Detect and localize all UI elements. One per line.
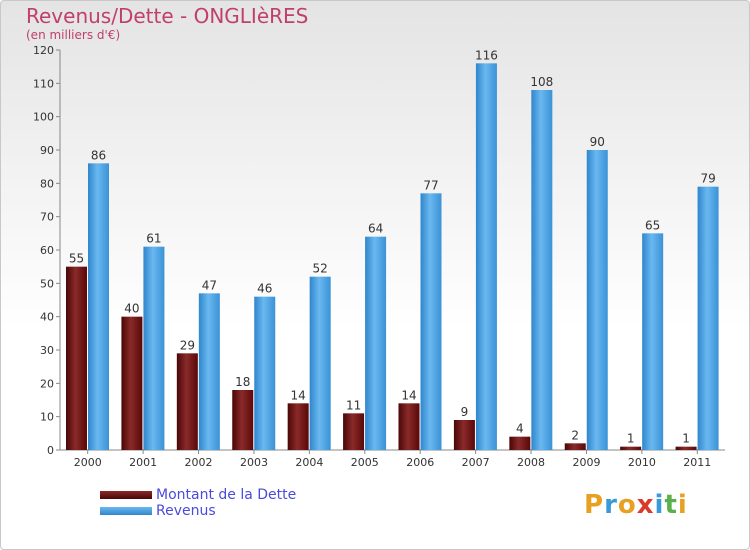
legend: Montant de la Dette Revenus <box>100 487 296 519</box>
data-label-dette: 2 <box>571 428 579 442</box>
bar-revenus <box>642 233 664 450</box>
logo-letter: x <box>636 490 655 520</box>
bar-dette <box>620 446 642 450</box>
proxiti-logo: Proxiti <box>584 490 688 520</box>
data-label-dette: 29 <box>180 338 195 352</box>
y-tick-label: 120 <box>33 44 54 57</box>
bar-dette <box>509 436 531 450</box>
data-label-revenus: 77 <box>423 178 438 192</box>
x-tick-label: 2000 <box>74 456 102 469</box>
legend-label-dette: Montant de la Dette <box>156 487 297 503</box>
data-label-revenus: 47 <box>202 278 217 292</box>
bar-dette <box>564 443 586 450</box>
y-tick-label: 20 <box>40 377 54 390</box>
data-label-revenus: 61 <box>146 232 161 246</box>
bar-revenus <box>586 150 608 450</box>
data-label-dette: 4 <box>516 422 524 436</box>
data-label-revenus: 108 <box>530 75 553 89</box>
bar-revenus <box>365 236 387 450</box>
bar-dette <box>287 403 309 450</box>
bar-revenus <box>420 193 442 451</box>
data-label-revenus: 79 <box>700 172 715 186</box>
bar-dette <box>232 390 254 450</box>
bar-revenus <box>531 90 553 450</box>
data-label-revenus: 65 <box>645 218 660 232</box>
y-tick-label: 100 <box>33 111 54 124</box>
data-label-dette: 40 <box>124 302 139 316</box>
bar-dette <box>675 446 697 450</box>
data-label-dette: 1 <box>682 432 690 446</box>
y-tick-label: 110 <box>33 77 54 90</box>
x-tick-label: 2002 <box>185 456 213 469</box>
x-tick-label: 2001 <box>129 456 157 469</box>
y-tick-label: 10 <box>40 411 54 424</box>
logo-letter: i <box>677 490 688 520</box>
bar-revenus <box>254 296 276 450</box>
logo-letter: r <box>604 490 618 520</box>
x-tick-label: 2004 <box>295 456 323 469</box>
bar-dette <box>398 403 420 450</box>
y-tick-label: 40 <box>40 311 54 324</box>
y-tick-label: 30 <box>40 344 54 357</box>
logo-letter: o <box>617 490 637 520</box>
x-tick-label: 2008 <box>517 456 545 469</box>
data-label-revenus: 46 <box>257 282 272 296</box>
bar-dette <box>66 266 87 450</box>
bar-revenus <box>88 163 109 451</box>
y-tick-label: 60 <box>40 244 54 257</box>
y-tick-label: 70 <box>40 211 54 224</box>
legend-swatch-dette <box>100 491 152 499</box>
bar-dette <box>176 353 198 450</box>
bar-revenus <box>143 246 165 450</box>
data-label-revenus: 64 <box>368 222 383 236</box>
logo-letter: t <box>664 490 678 520</box>
x-tick-label: 2006 <box>406 456 434 469</box>
data-label-dette: 11 <box>346 398 361 412</box>
data-label-revenus: 86 <box>91 148 106 162</box>
legend-item-dette: Montant de la Dette <box>100 487 296 503</box>
legend-label-revenus: Revenus <box>156 503 216 519</box>
data-label-dette: 1 <box>627 432 635 446</box>
bar-revenus <box>697 186 719 450</box>
data-label-dette: 55 <box>69 252 84 266</box>
data-label-revenus: 90 <box>590 135 605 149</box>
bar-revenus <box>475 63 497 450</box>
x-tick-label: 2011 <box>683 456 711 469</box>
x-tick-label: 2007 <box>462 456 490 469</box>
bar-revenus <box>309 276 331 450</box>
x-tick-label: 2003 <box>240 456 268 469</box>
data-label-dette: 14 <box>401 388 416 402</box>
y-tick-label: 0 <box>47 444 54 457</box>
legend-swatch-revenus <box>100 507 152 515</box>
x-tick-label: 2005 <box>351 456 379 469</box>
x-tick-label: 2010 <box>628 456 656 469</box>
y-tick-label: 80 <box>40 177 54 190</box>
y-tick-label: 90 <box>40 144 54 157</box>
logo-letter: P <box>584 490 605 520</box>
data-label-dette: 9 <box>461 405 469 419</box>
data-label-revenus: 116 <box>475 48 498 62</box>
chart-title: Revenus/Dette - ONGLIèRES <box>26 4 309 28</box>
x-tick-label: 2009 <box>572 456 600 469</box>
data-label-dette: 18 <box>235 375 250 389</box>
data-label-dette: 14 <box>291 388 306 402</box>
bar-dette <box>343 413 365 450</box>
legend-item-revenus: Revenus <box>100 503 296 519</box>
chart-subtitle: (en milliers d'€) <box>26 28 121 42</box>
data-label-revenus: 52 <box>313 262 328 276</box>
y-tick-label: 50 <box>40 277 54 290</box>
bar-dette <box>453 420 475 450</box>
logo-letter: i <box>654 490 665 520</box>
bar-revenus <box>198 293 220 450</box>
bar-dette <box>121 316 143 450</box>
